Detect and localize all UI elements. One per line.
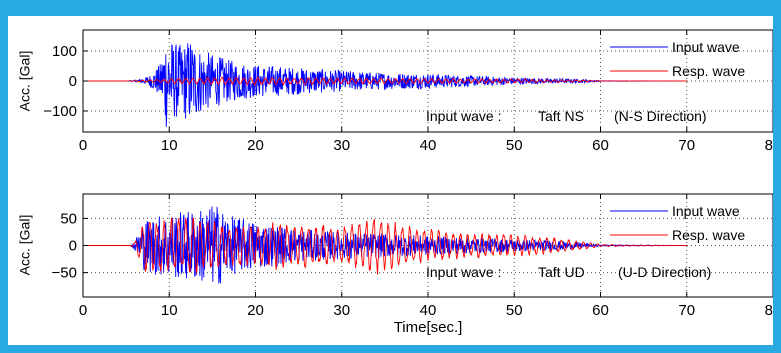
resp-wave-line	[83, 76, 687, 86]
legend-input-label: Input wave	[672, 203, 740, 219]
x-tick-label: 40	[420, 302, 437, 319]
annotation: Input wave : Taft UD (U-D Direction)	[426, 264, 711, 280]
annotation-name: Taft NS	[538, 108, 584, 124]
x-tick-label: 70	[678, 302, 695, 319]
y-axis-label: Acc. [Gal]	[17, 51, 33, 112]
series-lines	[83, 206, 687, 284]
x-tick-label: 60	[592, 137, 609, 154]
x-tick-label: 20	[247, 302, 264, 319]
panel-ud: 0 10 20 30 40 50 60 70 80 −50 0 50 Acc. [Gal] Input…	[17, 193, 773, 336]
x-tick-label: 60	[592, 302, 609, 319]
x-tick-label: 50	[506, 137, 523, 154]
x-tick-label: 20	[247, 137, 264, 154]
series-lines	[83, 43, 687, 127]
legend: Input wave Resp. wave	[610, 203, 745, 243]
resp-wave-line	[83, 217, 687, 275]
x-tick-label: 40	[420, 137, 437, 154]
annotation-name: Taft UD	[538, 264, 585, 280]
y-tick-label: 100	[52, 43, 77, 60]
x-tick-label: 0	[79, 137, 87, 154]
x-tick-label: 70	[678, 137, 695, 154]
x-tick-label: 30	[333, 137, 350, 154]
y-axis-label: Acc. [Gal]	[17, 215, 33, 276]
y-tick-label: −50	[52, 265, 77, 282]
x-axis-label: Time[sec.]	[394, 319, 463, 336]
annotation-prefix: Input wave :	[426, 108, 502, 124]
x-tick-label: 10	[161, 302, 178, 319]
legend-resp-label: Resp. wave	[672, 227, 745, 243]
x-tick-label: 30	[333, 302, 350, 319]
x-tick-label: 80	[765, 137, 773, 154]
legend-input-label: Input wave	[672, 39, 740, 55]
x-tick-label: 50	[506, 302, 523, 319]
y-tick-label: −100	[43, 103, 77, 120]
x-tick-label: 0	[79, 302, 87, 319]
tick-marks	[82, 30, 773, 132]
y-tick-label: 0	[69, 238, 77, 255]
tick-labels: 0 10 20 30 40 50 60 70 80 −50 0 50	[52, 210, 773, 319]
annotation-direction: (N-S Direction)	[614, 108, 707, 124]
annotation: Input wave : Taft NS (N-S Direction)	[426, 108, 707, 124]
input-wave-line	[83, 206, 687, 284]
input-wave-line	[83, 43, 687, 127]
tick-marks	[82, 194, 773, 297]
annotation-prefix: Input wave :	[426, 264, 502, 280]
y-tick-label: 0	[69, 73, 77, 90]
x-tick-label: 10	[161, 137, 178, 154]
x-tick-label: 80	[765, 302, 773, 319]
legend: Input wave Resp. wave	[610, 39, 745, 79]
y-tick-label: 50	[60, 210, 77, 227]
annotation-direction: (U-D Direction)	[618, 264, 711, 280]
legend-resp-label: Resp. wave	[672, 63, 745, 79]
